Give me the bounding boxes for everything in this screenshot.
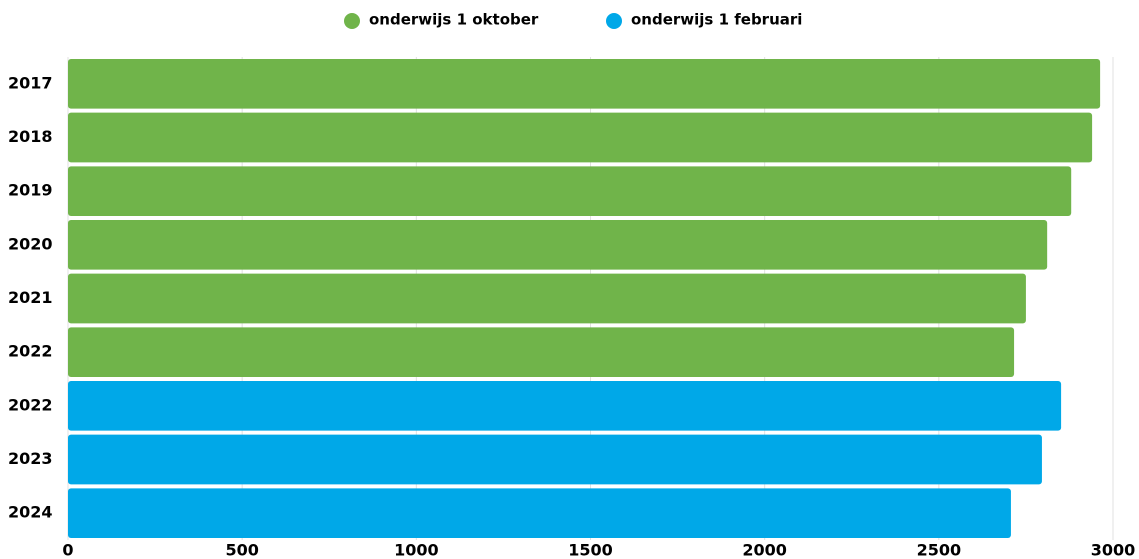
x-tick-label: 2000: [742, 541, 787, 559]
bar: [68, 273, 1026, 324]
bar: [68, 434, 1042, 485]
x-tick-label: 2500: [917, 541, 962, 559]
bar: [68, 112, 1093, 163]
y-tick-label: 2021: [8, 288, 53, 307]
y-tick-label: 2017: [8, 73, 53, 92]
y-tick-label: 2022: [8, 342, 53, 361]
legend-label: onderwijs 1 februari: [631, 11, 802, 29]
x-tick-label: 3000: [1091, 541, 1136, 559]
legend-marker: [344, 13, 360, 29]
x-tick-label: 0: [62, 541, 73, 559]
bar: [68, 381, 1062, 431]
x-tick-label: 1500: [568, 541, 613, 559]
y-tick-label: 2024: [8, 503, 53, 522]
legend-marker: [606, 13, 622, 29]
x-tick-label: 500: [225, 541, 258, 559]
bar: [68, 59, 1101, 109]
y-tick-label: 2023: [8, 449, 53, 468]
x-tick-label: 1000: [394, 541, 439, 559]
bar: [68, 166, 1072, 216]
legend-label: onderwijs 1 oktober: [369, 11, 539, 29]
y-tick-label: 2018: [8, 127, 53, 146]
bar: [68, 488, 1011, 538]
y-tick-label: 2019: [8, 181, 53, 200]
bar: [68, 327, 1015, 377]
y-tick-label: 2022: [8, 395, 53, 414]
bar: [68, 220, 1048, 270]
y-tick-label: 2020: [8, 234, 53, 253]
